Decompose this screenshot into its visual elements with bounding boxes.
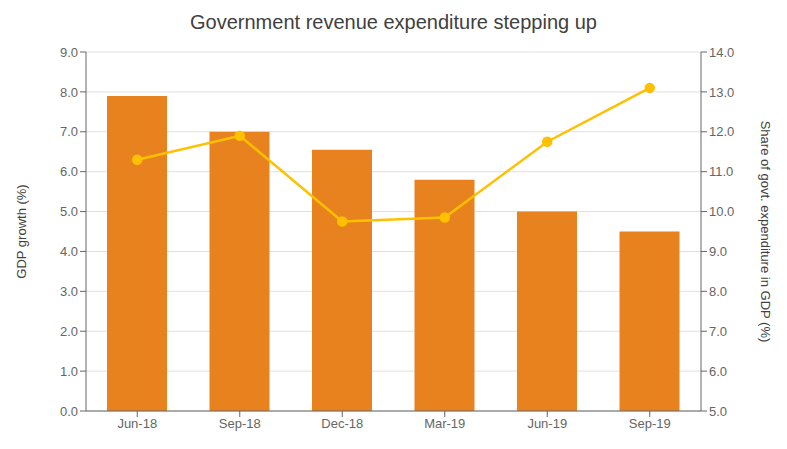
svg-text:7.0: 7.0: [709, 324, 727, 339]
svg-text:9.0: 9.0: [60, 45, 78, 60]
svg-text:1.0: 1.0: [60, 364, 78, 379]
svg-text:14.0: 14.0: [709, 45, 734, 60]
svg-text:Jun-19: Jun-19: [527, 416, 567, 431]
svg-text:11.0: 11.0: [709, 164, 733, 179]
svg-text:6.0: 6.0: [60, 164, 78, 179]
svg-text:GDP growth (%): GDP growth (%): [14, 184, 29, 278]
svg-text:8.0: 8.0: [709, 284, 727, 299]
svg-text:0.0: 0.0: [60, 404, 78, 419]
svg-text:13.0: 13.0: [709, 85, 734, 100]
html-text:Government revenue expenditure: Government revenue expenditure stepping …: [190, 11, 597, 33]
svg-text:Sep-19: Sep-19: [629, 416, 671, 431]
svg-text:8.0: 8.0: [60, 85, 78, 100]
svg-text:7.0: 7.0: [60, 124, 78, 139]
svg-text:3.0: 3.0: [60, 284, 78, 299]
svg-text:9.0: 9.0: [709, 244, 727, 259]
svg-text:10.0: 10.0: [709, 204, 734, 219]
svg-text:Sep-18: Sep-18: [219, 416, 261, 431]
svg-text:Jun-18: Jun-18: [117, 416, 157, 431]
svg-text:Dec-18: Dec-18: [321, 416, 363, 431]
svg-text:5.0: 5.0: [60, 204, 78, 219]
svg-text:Mar-19: Mar-19: [424, 416, 465, 431]
svg-text:6.0: 6.0: [709, 364, 727, 379]
svg-text:12.0: 12.0: [709, 124, 734, 139]
svg-text:4.0: 4.0: [60, 244, 78, 259]
svg-text:2.0: 2.0: [60, 324, 78, 339]
svg-text:Share of govt. expenditure in: Share of govt. expenditure in GDP (%): [758, 121, 773, 343]
svg-text:5.0: 5.0: [709, 404, 727, 419]
